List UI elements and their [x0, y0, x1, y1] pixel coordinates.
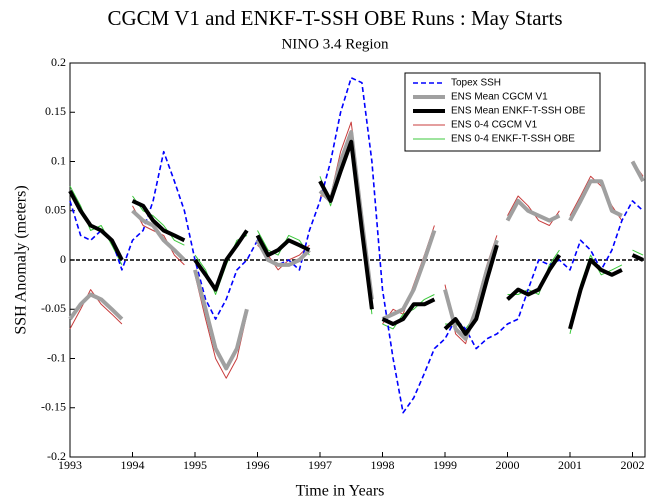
- x-tick-label: 1997: [308, 458, 332, 472]
- y-tick-label: -0.2: [47, 449, 66, 463]
- x-tick-label: 1996: [246, 458, 270, 472]
- y-axis-label: SSH Anomaly (meters): [13, 185, 30, 334]
- x-tick-label: 1999: [433, 458, 457, 472]
- y-tick-label: 0.15: [45, 104, 66, 118]
- y-tick-label: 0.1: [51, 153, 66, 167]
- y-tick-label: -0.15: [41, 400, 66, 414]
- x-axis-label: Time in Years: [296, 483, 385, 500]
- chart-title: CGCM V1 and ENKF-T-SSH OBE Runs : May St…: [107, 6, 562, 30]
- x-tick-label: 1995: [183, 458, 207, 472]
- legend-label: ENS Mean CGCM V1: [451, 92, 548, 103]
- x-tick-label: 1998: [371, 458, 395, 472]
- y-tick-label: 0.2: [51, 55, 66, 69]
- x-tick-label: 1994: [121, 458, 145, 472]
- legend-label: ENS Mean ENKF-T-SSH OBE: [451, 106, 586, 117]
- x-tick-label: 2002: [621, 458, 645, 472]
- legend-label: ENS 0-4 CGCM V1: [451, 120, 538, 131]
- y-tick-label: 0: [60, 252, 66, 266]
- y-tick-label: -0.1: [47, 350, 66, 364]
- y-tick-label: 0.05: [45, 203, 66, 217]
- chart-subtitle: NINO 3.4 Region: [281, 36, 389, 52]
- legend-label: Topex SSH: [451, 78, 501, 89]
- x-tick-label: 2001: [558, 458, 582, 472]
- legend-label: ENS 0-4 ENKF-T-SSH OBE: [451, 134, 575, 145]
- y-tick-label: -0.05: [41, 301, 66, 315]
- series-line: [69, 77, 644, 414]
- x-tick-label: 1993: [58, 458, 82, 472]
- x-tick-label: 2000: [496, 458, 520, 472]
- series-line: [68, 139, 644, 336]
